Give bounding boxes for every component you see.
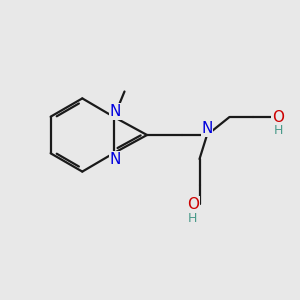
Text: H: H [273, 124, 283, 137]
Text: N: N [201, 121, 213, 136]
Text: H: H [188, 212, 198, 225]
Text: O: O [187, 197, 199, 212]
Text: N: N [110, 104, 121, 119]
Text: O: O [272, 110, 284, 124]
Text: N: N [110, 152, 121, 167]
